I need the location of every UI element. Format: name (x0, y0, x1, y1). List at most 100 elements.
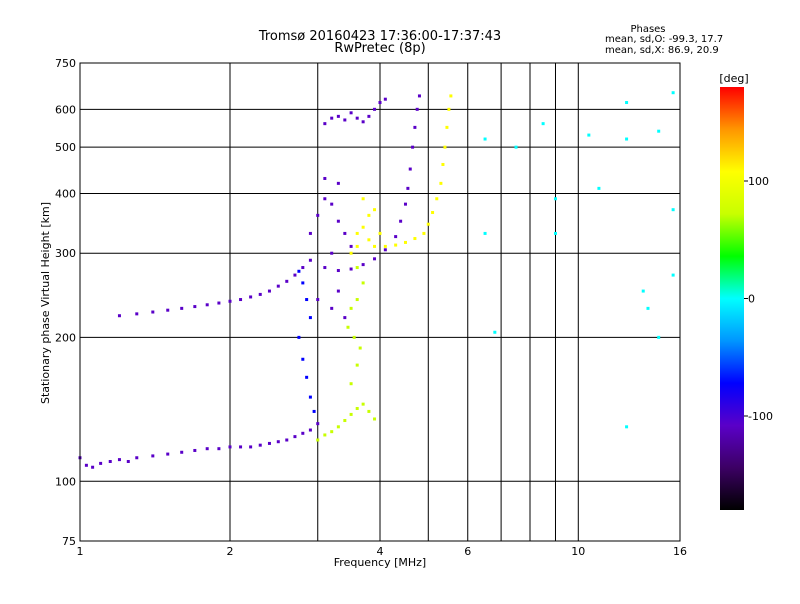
data-point (646, 306, 650, 310)
data-point (301, 266, 305, 270)
colorbar-tick-label: 100 (748, 175, 769, 188)
colorbar (720, 87, 744, 510)
data-point (553, 197, 557, 201)
data-point (383, 248, 387, 252)
colorbar-tick-label: 0 (748, 293, 755, 306)
grid (80, 63, 680, 541)
data-point (378, 101, 382, 105)
data-point (151, 310, 155, 314)
data-point (349, 111, 353, 115)
data-point (239, 298, 243, 302)
data-point (308, 316, 312, 320)
data-point (151, 454, 155, 458)
data-point (330, 116, 334, 120)
y-tick-label: 75 (62, 535, 76, 548)
data-point (361, 263, 365, 267)
data-point (336, 114, 340, 118)
data-point (297, 269, 301, 273)
data-point (323, 176, 327, 180)
data-point (336, 181, 340, 185)
data-point (355, 298, 359, 302)
x-tick-label: 10 (571, 545, 585, 558)
data-point (323, 433, 327, 437)
data-point (367, 238, 371, 242)
data-point (305, 298, 309, 302)
x-axis: 1 2 4 6 10 16 (77, 545, 688, 558)
data-point (217, 301, 221, 305)
plot-frame (79, 62, 681, 542)
data-point (403, 240, 407, 244)
x-tick-label: 2 (227, 545, 234, 558)
x-tick-label: 6 (464, 545, 471, 558)
data-point (343, 118, 347, 122)
phases-box-title: Phases (630, 24, 665, 35)
data-point (180, 450, 184, 454)
data-point (193, 305, 197, 309)
data-point (239, 445, 243, 449)
data-point (413, 237, 417, 241)
data-point (641, 289, 645, 293)
data-point (587, 133, 591, 137)
data-points (78, 91, 675, 469)
data-point (447, 107, 451, 111)
data-point (258, 292, 262, 296)
data-point (316, 298, 320, 302)
data-point (349, 382, 353, 386)
y-axis: 75 100 200 300 400 500 600 750 (55, 57, 76, 548)
data-point (166, 308, 170, 312)
data-point (308, 428, 312, 432)
data-point (305, 375, 309, 379)
y-tick-label: 300 (55, 247, 76, 260)
x-axis-label: Frequency [MHz] (334, 556, 426, 569)
data-point (349, 267, 353, 271)
data-point (361, 197, 365, 201)
y-tick-label: 400 (55, 187, 76, 200)
data-point (394, 243, 398, 247)
data-point (193, 448, 197, 452)
data-point (249, 445, 253, 449)
data-point (361, 281, 365, 285)
chart-subtitle: RwPretec (8p) (334, 41, 425, 56)
data-point (625, 101, 629, 105)
phases-mean-x: mean, sd,X: 86.9, 20.9 (605, 45, 719, 56)
chart-title: Tromsø 20160423 17:36:00-17:37:43 (258, 29, 501, 44)
data-point (541, 122, 545, 126)
data-point (301, 357, 305, 361)
data-point (285, 438, 289, 442)
data-point (301, 431, 305, 435)
data-point (316, 438, 320, 442)
data-point (355, 406, 359, 410)
colorbar-label: [deg] (719, 72, 748, 85)
data-point (378, 231, 382, 235)
data-point (276, 284, 280, 288)
data-point (657, 335, 661, 339)
data-point (422, 231, 426, 235)
data-point (180, 306, 184, 310)
data-point (493, 330, 497, 334)
data-point (117, 458, 121, 462)
data-point (383, 244, 387, 248)
phases-mean-o: mean, sd,O: -99.3, 17.7 (605, 34, 723, 45)
data-point (117, 314, 121, 318)
data-point (316, 213, 320, 217)
y-tick-label: 600 (55, 103, 76, 116)
data-point (293, 273, 297, 277)
data-point (343, 231, 347, 235)
data-point (308, 231, 312, 235)
data-point (297, 335, 301, 339)
data-point (312, 409, 316, 413)
x-tick-label: 1 (77, 545, 84, 558)
data-point (308, 258, 312, 262)
data-point (358, 346, 362, 350)
data-point (367, 409, 371, 413)
data-point (258, 443, 262, 447)
data-point (301, 281, 305, 285)
data-point (135, 312, 139, 316)
data-point (431, 211, 435, 215)
data-point (413, 125, 417, 129)
data-point (84, 463, 88, 467)
y-tick-label: 200 (55, 331, 76, 344)
data-point (553, 231, 557, 235)
